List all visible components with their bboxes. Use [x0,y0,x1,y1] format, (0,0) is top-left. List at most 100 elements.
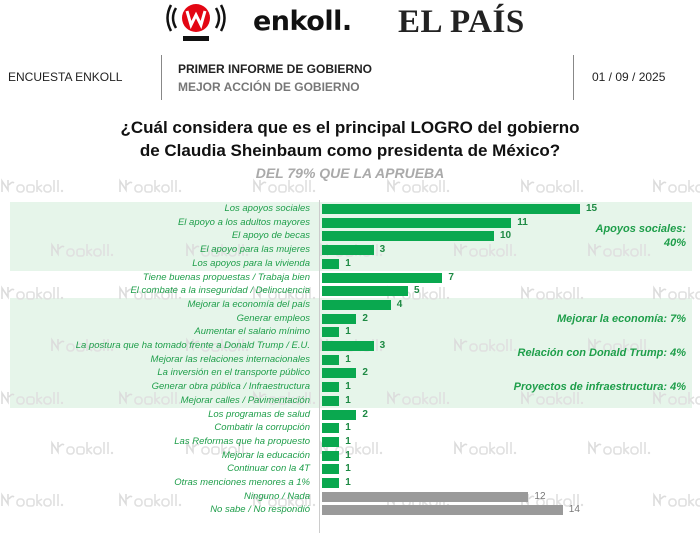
bar [322,313,357,324]
bar [322,327,340,338]
bar [322,395,340,406]
bar [322,478,340,488]
category-label: Mejorar la economía del país [187,298,310,310]
watermark-logo-icon [588,440,651,455]
watermark-logo-icon [119,492,182,507]
watermark-logo-icon [387,390,450,405]
group-label-line: Relación con Donald Trump: 4% [517,346,687,359]
watermark-logo-icon [1,178,64,193]
group-label-line: Apoyos sociales: [595,223,686,236]
bar [322,258,340,269]
bar [322,464,340,475]
category-label: Generar empleos [236,312,310,324]
watermark-logo-icon [253,390,316,405]
axis-line [319,200,320,533]
group-label-line: Proyectos de infraestructura: 4% [513,381,686,394]
category-label: Generar obra pública / Infraestructura [151,381,310,393]
watermark-logo-icon [119,390,182,405]
bar [322,409,357,420]
bar [322,272,443,283]
category-label: Mejorar la educación [221,449,310,461]
group-label: Mejorar la economía: 7% [557,312,686,326]
value-label: 1 [345,326,351,338]
watermark-logo-icon [1,285,64,300]
watermark-logo-icon [387,178,450,193]
value-label: 1 [345,477,351,488]
watermark-logo-icon [253,178,316,193]
value-label: 1 [345,353,351,365]
value-label: 1 [345,394,351,406]
bar [322,341,374,351]
bar [322,286,408,297]
divider [573,55,574,100]
bar [322,368,357,379]
watermark-logo-icon [119,285,182,300]
value-label: 7 [448,271,454,283]
category-label: La inversión en el transporte público [157,367,310,379]
bar [322,423,340,434]
watermark-logo-icon [51,440,114,455]
watermark-logo-icon [588,337,651,352]
group-label-value: 40% [663,237,686,250]
watermark-logo-icon [454,337,517,352]
watermark-logo-icon [51,242,114,257]
watermark-logo-icon [521,285,584,300]
category-label: Combatir la corrupción [214,422,310,434]
watermark-logo-icon [653,285,700,300]
watermark-logo-icon [1,390,64,405]
bar [322,450,340,461]
group-label: Relación con Donald Trump: 4% [518,346,687,360]
watermark-logo-icon [186,337,249,352]
value-label: 1 [345,435,351,447]
category-label: Los programas de salud [208,408,310,420]
category-label: Ninguno / Nada [243,490,310,502]
bar [322,204,580,214]
survey-label: ENCUESTA ENKOLL [8,70,123,84]
category-label: Las Reformas que ha propuesto [174,435,310,447]
w-radio-logo [166,4,226,41]
watermark-logo-icon [521,178,584,193]
watermark-logo-icon [653,492,700,507]
group-label: Proyectos de infraestructura: 4% [514,380,686,394]
bar [322,299,391,310]
value-label: 5 [414,285,420,297]
value-label: 12 [534,490,546,502]
report-date: 01 / 09 / 2025 [592,70,666,84]
bar [322,505,563,516]
watermark-logo-icon [51,337,114,352]
category-label: Los apoyos sociales [224,203,310,214]
watermark-logo-icon [588,242,651,257]
chart-title-line2: de Claudia Sheinbaum como presidenta de … [139,141,561,160]
value-label: 10 [500,230,512,242]
value-label: 1 [345,422,351,434]
bar [322,382,340,393]
watermark-logo-icon [186,440,249,455]
value-label: 1 [345,257,351,269]
category-label: El combate a la inseguridad / Delincuenc… [130,285,310,297]
report-subtitle: MEJOR ACCIÓN DE GOBIERNO [178,80,360,94]
bar [322,231,494,242]
group-label: Apoyos sociales: 40% [596,222,686,250]
value-label: 2 [362,408,368,420]
category-label: Tiene buenas propuestas / Trabaja bien [142,271,310,283]
watermark-logo-icon [1,492,64,507]
category-label: El apoyo a los adultos mayores [177,216,310,228]
watermark-logo-icon [186,242,249,257]
chart-subtitle: DEL 79% QUE LA APRUEBA [255,165,445,181]
value-label: 15 [586,203,598,214]
category-label: No sabe / No respondió [210,504,310,516]
report-title: PRIMER INFORME DE GOBIERNO [178,62,373,76]
value-label: 14 [568,504,580,516]
value-label: 2 [362,367,368,379]
category-label: Otras menciones menores a 1% [174,477,310,488]
category-label: Continuar con la 4T [227,463,310,475]
value-label: 1 [345,449,351,461]
category-label: Aumentar el salario mínimo [194,326,310,338]
value-label: 2 [362,312,368,324]
value-label: 3 [379,340,386,351]
value-label: 1 [345,381,351,393]
watermark-logo-icon [653,178,700,193]
bar [322,354,340,365]
watermark-logo-icon [454,242,517,257]
bar [322,491,529,502]
